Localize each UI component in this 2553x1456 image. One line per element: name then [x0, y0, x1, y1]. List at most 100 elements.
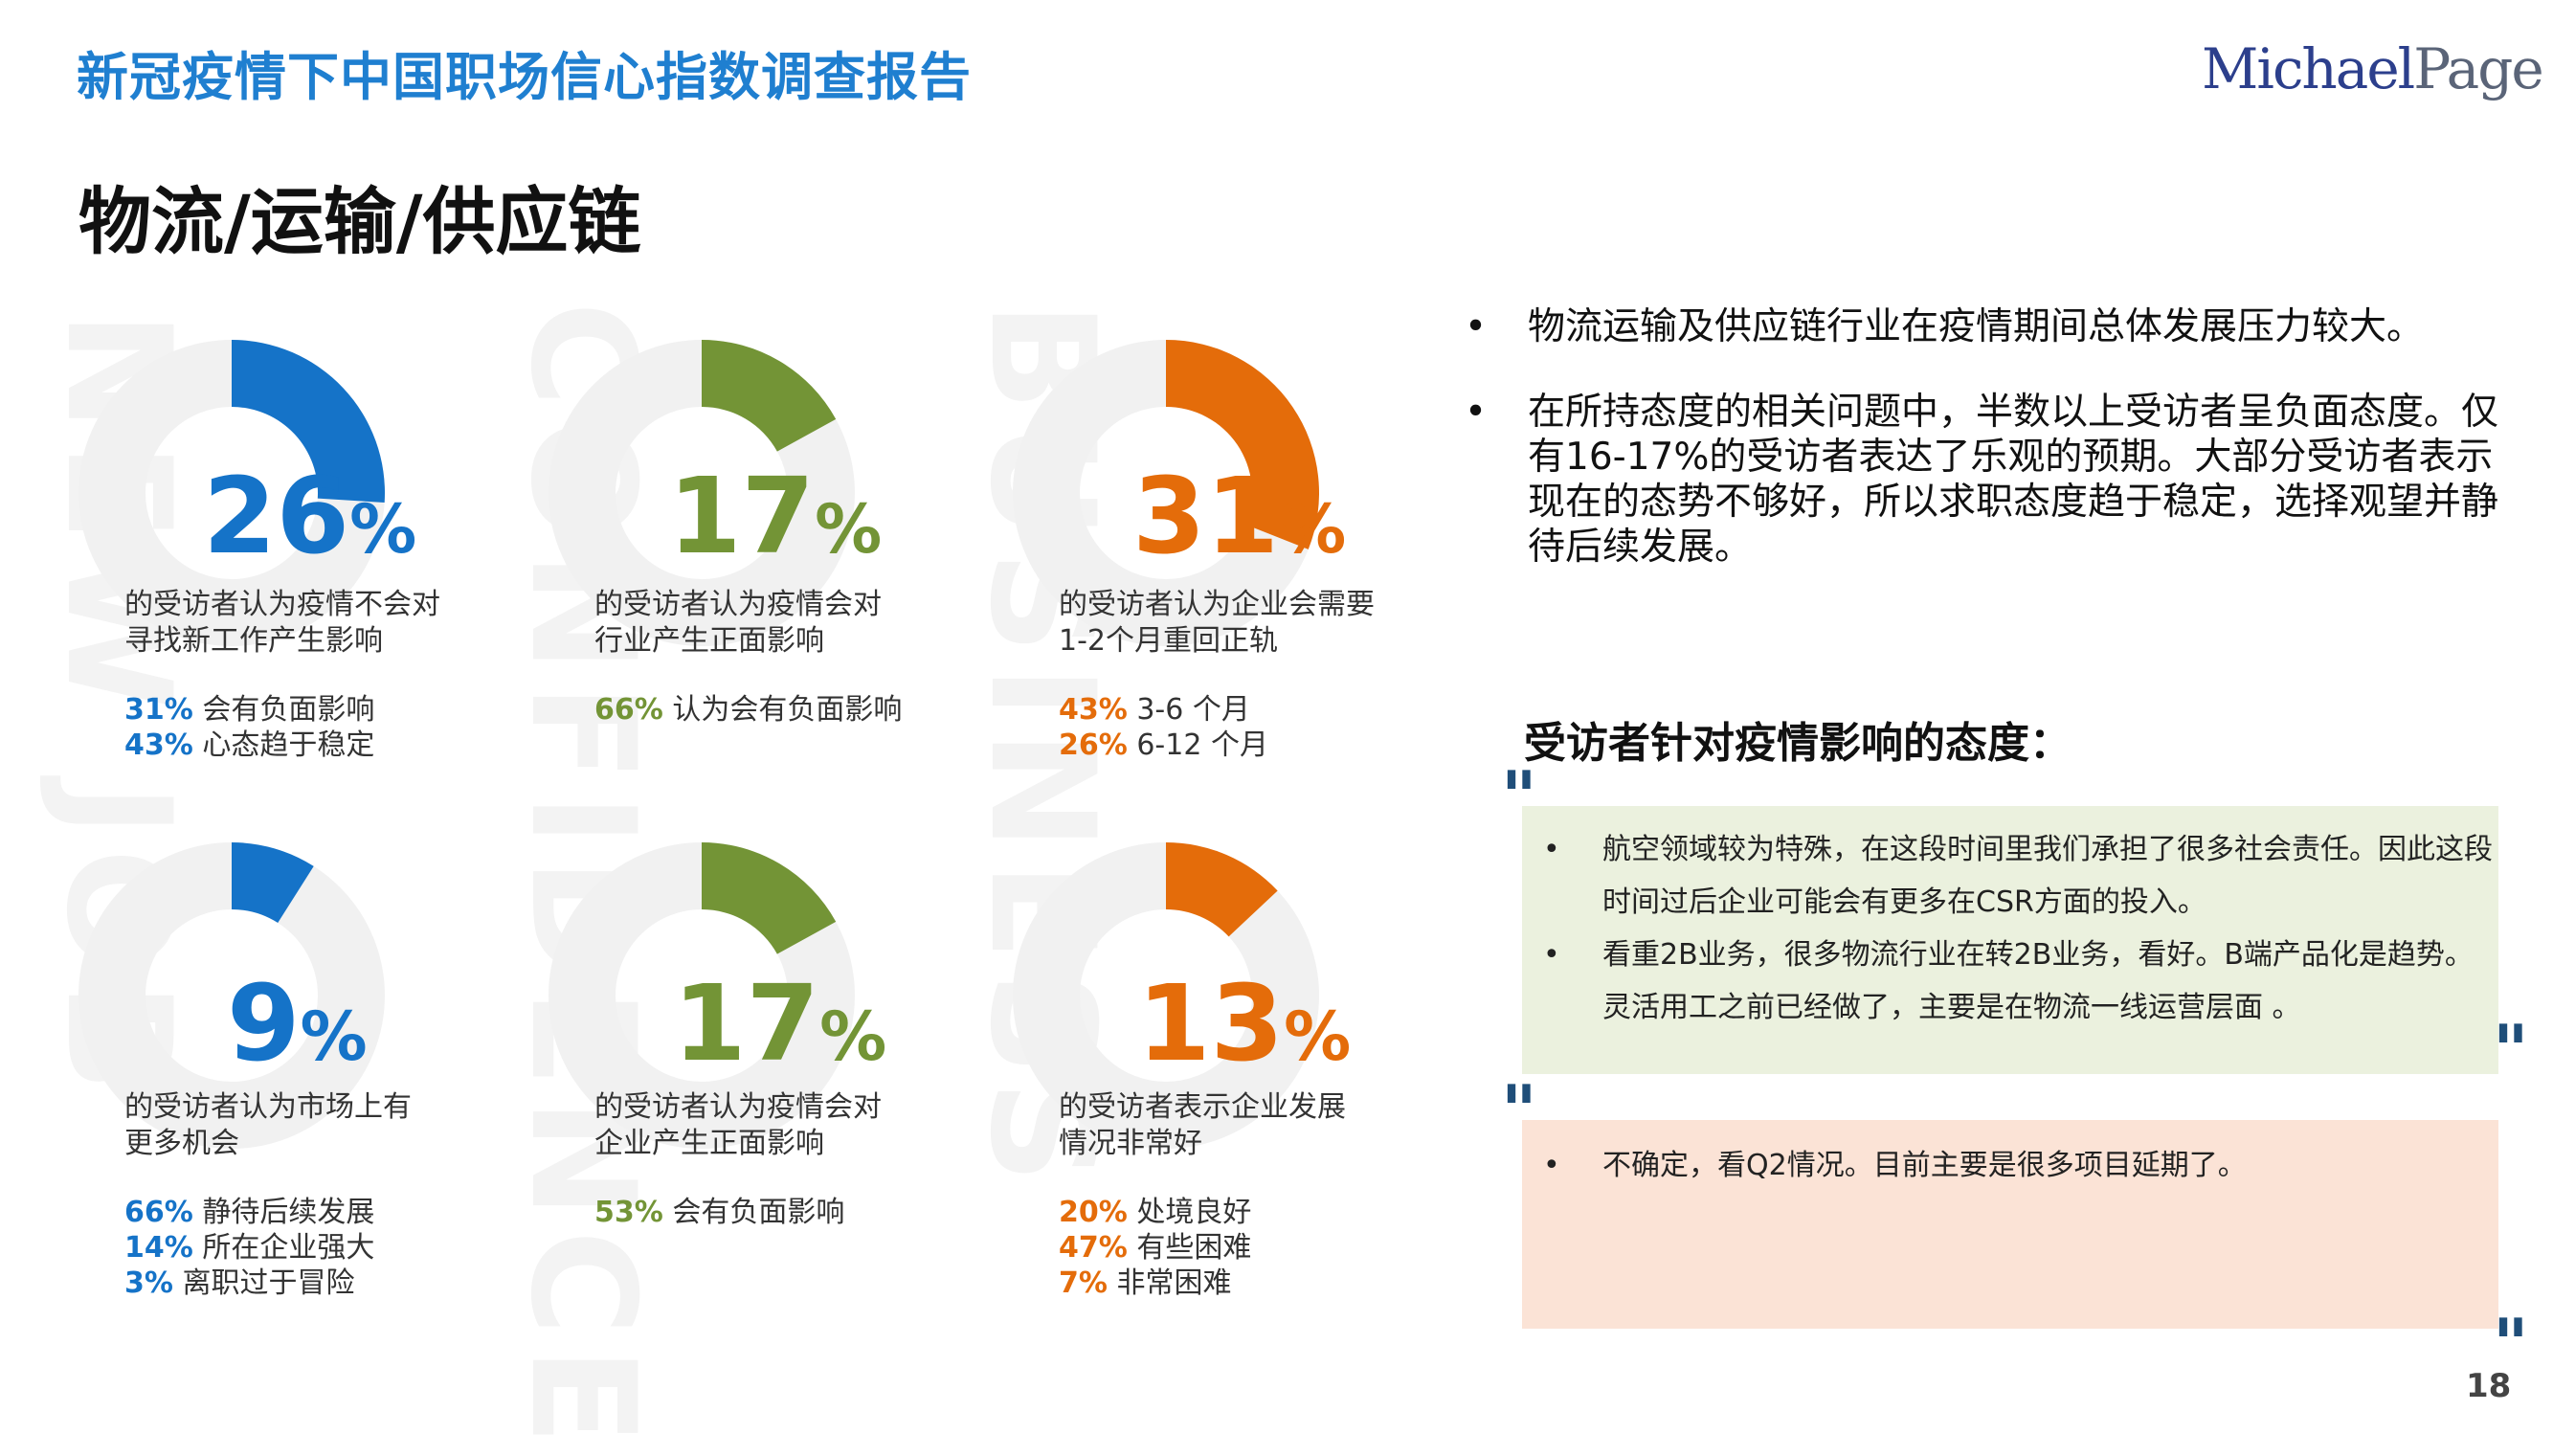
quote-item: 航空领域较为特殊，在这段时间里我们承担了很多社会责任。因此这段时间过后企业可能会… — [1522, 823, 2498, 929]
kpi-stat-row: 3% 离职过于冒险 — [124, 1266, 546, 1301]
kpi-description-line: 的受访者认为企业会需要 — [1059, 588, 1375, 621]
donut-chart — [78, 340, 385, 646]
kpi-stat-percent: 26% — [1059, 728, 1128, 762]
quote-box-negative: 不确定，看Q2情况。目前主要是很多项目延期了。 — [1522, 1120, 2498, 1329]
kpi-stat-label: 3-6 个月 — [1127, 693, 1250, 727]
kpi-stat-label: 认为会有负面影响 — [662, 693, 903, 727]
kpi-description-line: 企业产生正面影响 — [594, 1127, 824, 1160]
kpi-stat-row: 53% 会有负面影响 — [594, 1195, 1016, 1230]
kpi-stat-label: 6-12 个月 — [1127, 728, 1268, 762]
kpi-stat-label: 有些困难 — [1127, 1231, 1252, 1265]
donut-segment — [1166, 340, 1319, 549]
kpi-value: 17% — [668, 455, 882, 577]
summary-bullet-2: 在所持态度的相关问题中，半数以上受访者呈负面态度。仅有16-17%的受访者表达了… — [1465, 390, 2498, 570]
kpi-description-line: 的受访者认为疫情会对 — [594, 1090, 882, 1124]
kpi-stat-label: 所在企业强大 — [192, 1231, 375, 1265]
kpi-description-line: 的受访者认为疫情会对 — [594, 588, 882, 621]
kpi-stat-percent: 20% — [1059, 1196, 1128, 1229]
summary-bullet-1: 物流运输及供应链行业在疫情期间总体发展压力较大。 — [1465, 304, 2498, 349]
kpi-stats: 66% 静待后续发展 14% 所在企业强大 3% 离职过于冒险 — [124, 1195, 546, 1301]
kpi-stat-percent: 31% — [124, 693, 193, 727]
attitude-heading: 受访者针对疫情影响的态度： — [1524, 719, 2072, 768]
kpi-description-line: 1-2个月重回正轨 — [1059, 624, 1278, 658]
kpi-number: 9 — [227, 962, 301, 1085]
summary-bullets: 物流运输及供应链行业在疫情期间总体发展压力较大。 在所持态度的相关问题中，半数以… — [1465, 304, 2498, 610]
kpi-stat-label: 处境良好 — [1127, 1196, 1252, 1229]
kpi-description-line: 的受访者表示企业发展 — [1059, 1090, 1346, 1124]
kpi-value: 26% — [203, 455, 416, 577]
kpi-number: 26 — [203, 455, 350, 577]
kpi-description: 的受访者表示企业发展 情况非常好 — [1059, 1089, 1480, 1162]
kpi-stat-row: 20% 处境良好 — [1059, 1195, 1480, 1230]
kpi-description: 的受访者认为市场上有 更多机会 — [124, 1089, 546, 1162]
kpi-stat-row: 7% 非常困难 — [1059, 1266, 1480, 1301]
kpi-stat-label: 非常困难 — [1107, 1266, 1232, 1300]
kpi-description-line: 行业产生正面影响 — [594, 624, 824, 658]
kpi-stat-percent: 66% — [124, 1196, 193, 1229]
quote-item: 看重2B业务，很多物流行业在转2B业务，看好。B端产品化是趋势。灵活用工之前已经… — [1522, 929, 2498, 1034]
kpi-number: 17 — [668, 455, 816, 577]
kpi-unit: % — [349, 490, 417, 569]
donut-chart — [549, 842, 855, 1149]
kpi-description-line: 的受访者认为市场上有 — [124, 1090, 412, 1124]
report-title: 新冠疫情下中国职场信心指数调查报告 — [77, 47, 972, 107]
kpi-stats: 53% 会有负面影响 — [594, 1195, 1016, 1230]
kpi-stat-percent: 66% — [594, 693, 663, 727]
kpi-stat-percent: 53% — [594, 1196, 663, 1229]
kpi-stat-row: 47% 有些困难 — [1059, 1230, 1480, 1266]
kpi-stat-percent: 14% — [124, 1231, 193, 1265]
section-title: 物流/运输/供应链 — [78, 179, 641, 264]
donut-chart — [549, 340, 855, 646]
kpi-stat-percent: 7% — [1059, 1266, 1108, 1300]
page-number: 18 — [2466, 1367, 2512, 1405]
kpi-stat-percent: 43% — [124, 728, 193, 762]
kpi-number: 17 — [673, 962, 820, 1085]
kpi-description-line: 更多机会 — [124, 1127, 239, 1160]
kpi-stats: 43% 3-6 个月 26% 6-12 个月 — [1059, 692, 1480, 763]
donut-segment — [702, 340, 837, 452]
kpi-value: 9% — [227, 962, 368, 1085]
quote-item: 不确定，看Q2情况。目前主要是很多项目延期了。 — [1522, 1139, 2498, 1192]
logo-text-page: Page — [2413, 36, 2543, 101]
michael-page-logo: MichaelPage — [2202, 36, 2544, 101]
kpi-unit: % — [1279, 490, 1347, 569]
kpi-stat-row: 14% 所在企业强大 — [124, 1230, 546, 1266]
logo-text-michael: Michael — [2202, 36, 2415, 101]
kpi-stat-row: 26% 6-12 个月 — [1059, 728, 1480, 763]
kpi-description: 的受访者认为企业会需要 1-2个月重回正轨 — [1059, 587, 1480, 660]
kpi-unit: % — [300, 997, 368, 1076]
kpi-stat-row: 31% 会有负面影响 — [124, 692, 546, 728]
kpi-description-line: 寻找新工作产生影响 — [124, 624, 383, 658]
quote-close-mark-1: " — [2493, 1010, 2528, 1090]
kpi-value: 31% — [1132, 455, 1346, 577]
kpi-stats: 31% 会有负面影响 43% 心态趋于稳定 — [124, 692, 546, 763]
kpi-unit: % — [815, 490, 883, 569]
kpi-stat-percent: 3% — [124, 1266, 173, 1300]
kpi-stat-label: 心态趋于稳定 — [192, 728, 375, 762]
donut-segment — [702, 842, 837, 954]
kpi-description: 的受访者认为疫情会对 行业产生正面影响 — [594, 587, 1016, 660]
kpi-stat-label: 静待后续发展 — [192, 1196, 375, 1229]
kpi-description-line: 情况非常好 — [1059, 1127, 1202, 1160]
donut-segment — [232, 340, 385, 504]
kpi-stat-percent: 47% — [1059, 1231, 1128, 1265]
kpi-stat-label: 会有负面影响 — [192, 693, 375, 727]
kpi-number: 31 — [1132, 455, 1280, 577]
kpi-description: 的受访者认为疫情会对 企业产生正面影响 — [594, 1089, 1016, 1162]
donut-chart — [1013, 340, 1319, 646]
kpi-number: 13 — [1137, 962, 1285, 1085]
kpi-stat-row: 66% 认为会有负面影响 — [594, 692, 1016, 728]
kpi-stat-label: 会有负面影响 — [662, 1196, 845, 1229]
kpi-description-line: 的受访者认为疫情不会对 — [124, 588, 440, 621]
kpi-value: 13% — [1137, 962, 1351, 1085]
kpi-stat-label: 离职过于冒险 — [172, 1266, 355, 1300]
kpi-unit: % — [819, 997, 887, 1076]
kpi-stats: 66% 认为会有负面影响 — [594, 692, 1016, 728]
kpi-stat-row: 43% 心态趋于稳定 — [124, 728, 546, 763]
kpi-stat-row: 43% 3-6 个月 — [1059, 692, 1480, 728]
kpi-value: 17% — [673, 962, 886, 1085]
kpi-stats: 20% 处境良好 47% 有些困难 7% 非常困难 — [1059, 1195, 1480, 1301]
donut-chart — [1013, 842, 1319, 1149]
kpi-stat-row: 66% 静待后续发展 — [124, 1195, 546, 1230]
donut-segment — [232, 842, 314, 924]
